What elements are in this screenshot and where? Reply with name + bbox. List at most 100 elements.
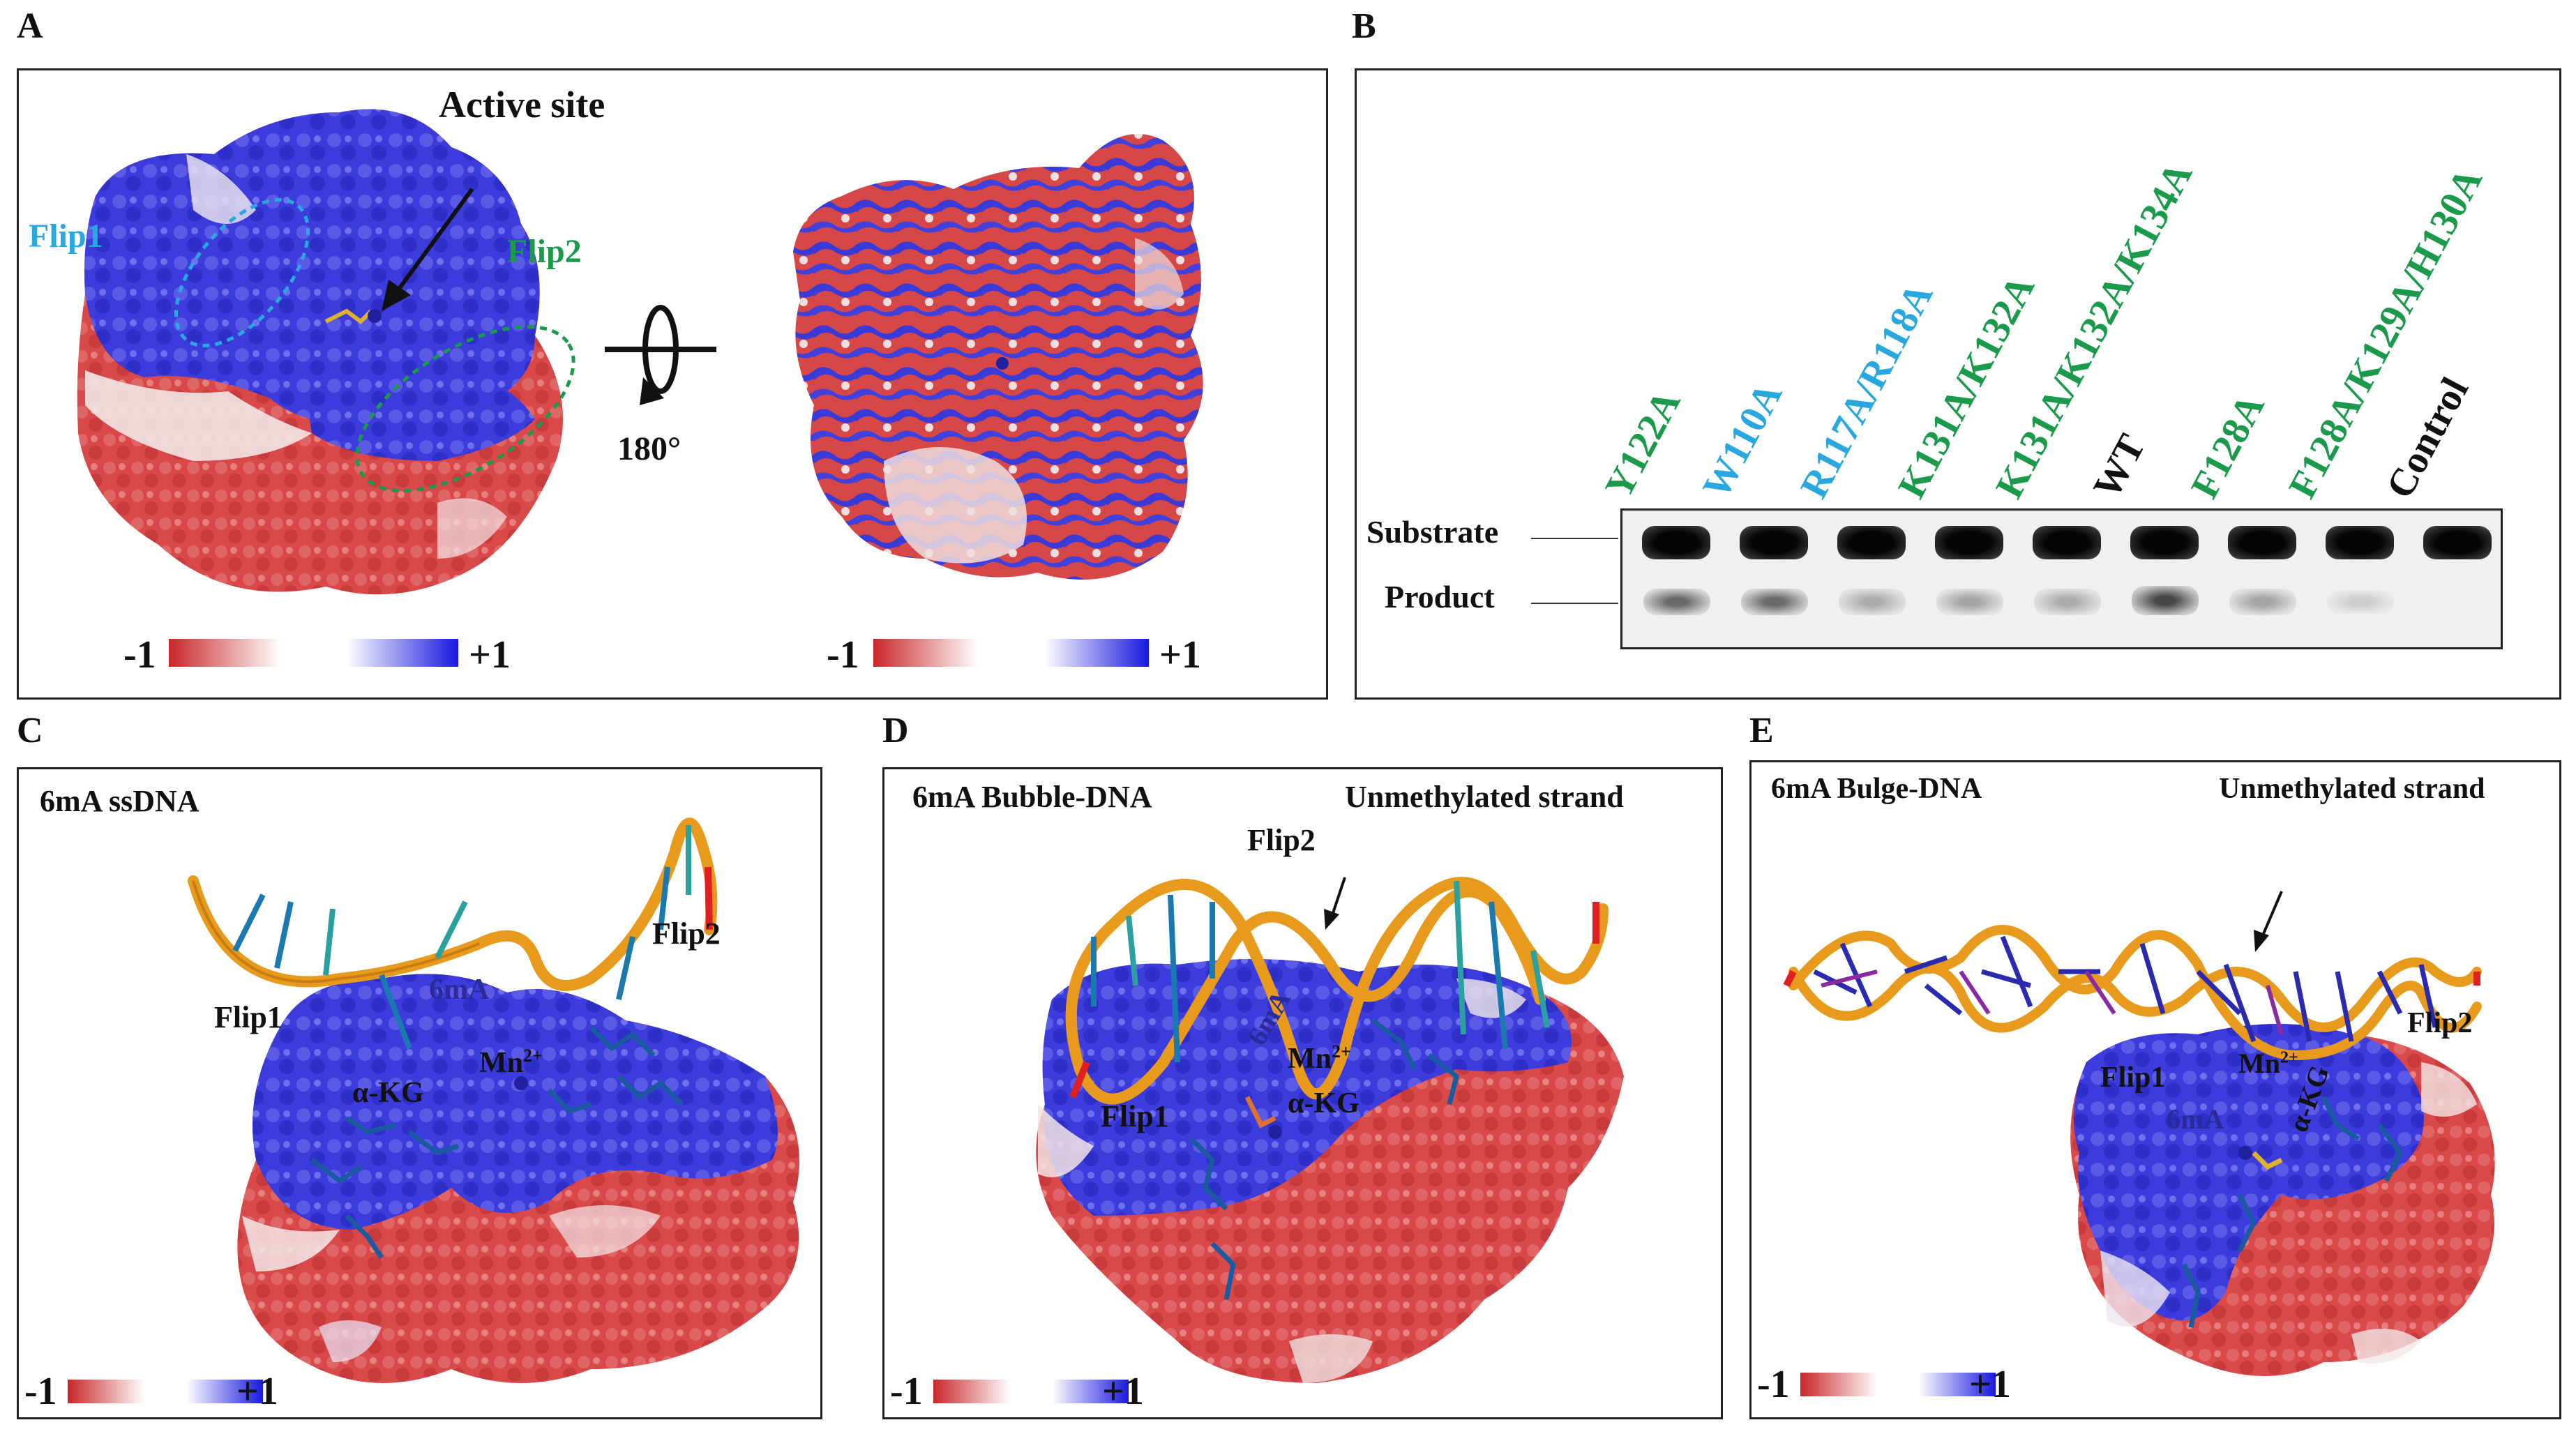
colorbar-neg-c bbox=[68, 1380, 144, 1403]
flip2-label-d: Flip2 bbox=[1247, 823, 1316, 857]
dna-c bbox=[188, 817, 718, 1050]
flip2-label-c: Flip2 bbox=[652, 916, 721, 951]
scale-max-a1: +1 bbox=[469, 633, 511, 677]
unmeth-label-d: Unmethylated strand bbox=[1345, 780, 1624, 814]
substrate-label: Substrate bbox=[1366, 514, 1499, 550]
panel-e-figure bbox=[1783, 891, 2495, 1396]
scale-max-e: +1 bbox=[1969, 1363, 2011, 1406]
panel-d-figure bbox=[933, 877, 1624, 1403]
akg-label-c: α-KG bbox=[352, 1077, 424, 1109]
colorbar-pos-c bbox=[186, 1380, 263, 1403]
product-band bbox=[2229, 589, 2296, 615]
substrate-band bbox=[2033, 526, 2101, 559]
side-chains-d bbox=[1189, 1018, 1459, 1300]
flip2-ellipse bbox=[355, 325, 575, 492]
scale-max-c: +1 bbox=[236, 1370, 278, 1413]
panel-e-label: E bbox=[1749, 711, 1774, 750]
lane-label: F128A bbox=[2183, 387, 2273, 506]
scale-min-a1: -1 bbox=[123, 633, 156, 677]
flip1-ellipse bbox=[174, 198, 310, 347]
mn-superscript: 2+ bbox=[523, 1046, 543, 1066]
title-c: 6mA ssDNA bbox=[40, 784, 199, 818]
substrate-band bbox=[1935, 526, 2003, 559]
scale-max-a2: +1 bbox=[1159, 633, 1201, 677]
mn-text: Mn bbox=[1288, 1043, 1332, 1075]
gel-image bbox=[1620, 508, 2503, 649]
mn-label-c: Mn2+ bbox=[479, 1046, 543, 1080]
product-band bbox=[1839, 589, 1906, 615]
product-band bbox=[1643, 589, 1710, 615]
rotation-label: 180° bbox=[617, 430, 681, 467]
rotation-icon bbox=[605, 305, 716, 405]
panel-e: 6mA Bulge-DNA Unmethylated strand Flip2 … bbox=[1749, 760, 2561, 1419]
panel-a-figure bbox=[77, 109, 1203, 667]
panel-b-label: B bbox=[1352, 6, 1376, 46]
akg-label-d: α-KG bbox=[1288, 1087, 1359, 1119]
substrate-band bbox=[2326, 526, 2394, 559]
flip1-label-d: Flip1 bbox=[1101, 1099, 1169, 1133]
substrate-band bbox=[2130, 526, 2199, 559]
product-band bbox=[1936, 589, 2003, 615]
substrate-leader bbox=[1531, 538, 1618, 539]
dna-e bbox=[1783, 925, 2482, 1061]
product-band bbox=[2132, 586, 2199, 615]
substrate-band bbox=[1642, 526, 1710, 559]
title-d: 6mA Bubble-DNA bbox=[912, 780, 1152, 814]
colorbar-neg-e bbox=[1800, 1373, 1877, 1396]
colorbar-neg-a1 bbox=[169, 639, 280, 667]
colorbar-neg-d bbox=[933, 1380, 1010, 1403]
title-e: 6mA Bulge-DNA bbox=[1771, 773, 1982, 805]
lane-label: F128A/K129A/H130A bbox=[2280, 161, 2491, 506]
unmeth-label-e: Unmethylated strand bbox=[2219, 773, 2485, 805]
panel-d: 6mA Bubble-DNA Unmethylated strand Flip2… bbox=[882, 767, 1723, 1419]
colorbar-pos-d bbox=[1052, 1380, 1129, 1403]
substrate-band bbox=[2228, 526, 2296, 559]
substrate-band bbox=[2423, 526, 2492, 559]
active-site-arrow bbox=[393, 188, 474, 295]
protein-surface-c bbox=[237, 974, 799, 1383]
product-label: Product bbox=[1385, 579, 1495, 614]
flip1-label-a: Flip1 bbox=[29, 218, 103, 255]
mn-label-e: Mn2+ bbox=[2238, 1047, 2298, 1080]
mn-label-d: Mn2+ bbox=[1288, 1041, 1351, 1076]
protein-surface-back bbox=[793, 134, 1203, 580]
lane-label: WT bbox=[2085, 427, 2154, 506]
protein-surface-e bbox=[2070, 1024, 2495, 1376]
colorbar-pos-a2 bbox=[1044, 639, 1149, 667]
lane-label: W110A bbox=[1694, 375, 1791, 506]
flip2-label-e: Flip2 bbox=[2407, 1007, 2473, 1039]
mn-superscript: 2+ bbox=[2280, 1048, 2298, 1067]
protein-surface-front bbox=[77, 109, 563, 595]
product-band bbox=[1741, 589, 1808, 615]
side-chains-e bbox=[2181, 1096, 2404, 1328]
panel-a: Active site Flip1 Flip2 180° -1 +1 -1 +1 bbox=[17, 68, 1328, 700]
protein-surface-d bbox=[1036, 959, 1624, 1383]
panel-d-label: D bbox=[882, 711, 909, 750]
flip1-label-c: Flip1 bbox=[214, 1000, 283, 1034]
panel-c: 6mA ssDNA Flip1 Flip2 6mA α-KG Mn2+ -1 +… bbox=[17, 767, 822, 1419]
scale-min-a2: -1 bbox=[827, 633, 859, 677]
panel-a-label: A bbox=[17, 6, 43, 46]
scale-min-d: -1 bbox=[890, 1370, 923, 1413]
mn-text: Mn bbox=[2238, 1048, 2280, 1079]
mn-superscript: 2+ bbox=[1332, 1041, 1351, 1062]
sixma-label-e: 6mA bbox=[2167, 1103, 2224, 1135]
flip1-label-e: Flip1 bbox=[2100, 1062, 2166, 1094]
substrate-band bbox=[1837, 526, 1906, 559]
panel-c-label: C bbox=[17, 711, 43, 750]
scale-min-e: -1 bbox=[1757, 1363, 1790, 1406]
colorbar-neg-a2 bbox=[873, 639, 978, 667]
active-site-ligand bbox=[324, 308, 382, 324]
active-site-label: Active site bbox=[439, 84, 605, 126]
panel-b: Y122A W110A R117A/R118A K131A/K132A K131… bbox=[1355, 68, 2561, 700]
product-band bbox=[2327, 590, 2394, 614]
scale-min-c: -1 bbox=[24, 1370, 57, 1413]
sixma-label-c: 6mA bbox=[429, 974, 490, 1006]
flip2-label-a: Flip2 bbox=[507, 233, 582, 270]
product-band bbox=[2034, 589, 2101, 615]
mn-text: Mn bbox=[479, 1047, 523, 1079]
lane-label: Y122A bbox=[1597, 383, 1689, 506]
colorbar-pos-a1 bbox=[347, 639, 458, 667]
unmeth-arrow-e bbox=[2259, 891, 2283, 941]
colorbar-pos-e bbox=[1919, 1373, 1996, 1396]
